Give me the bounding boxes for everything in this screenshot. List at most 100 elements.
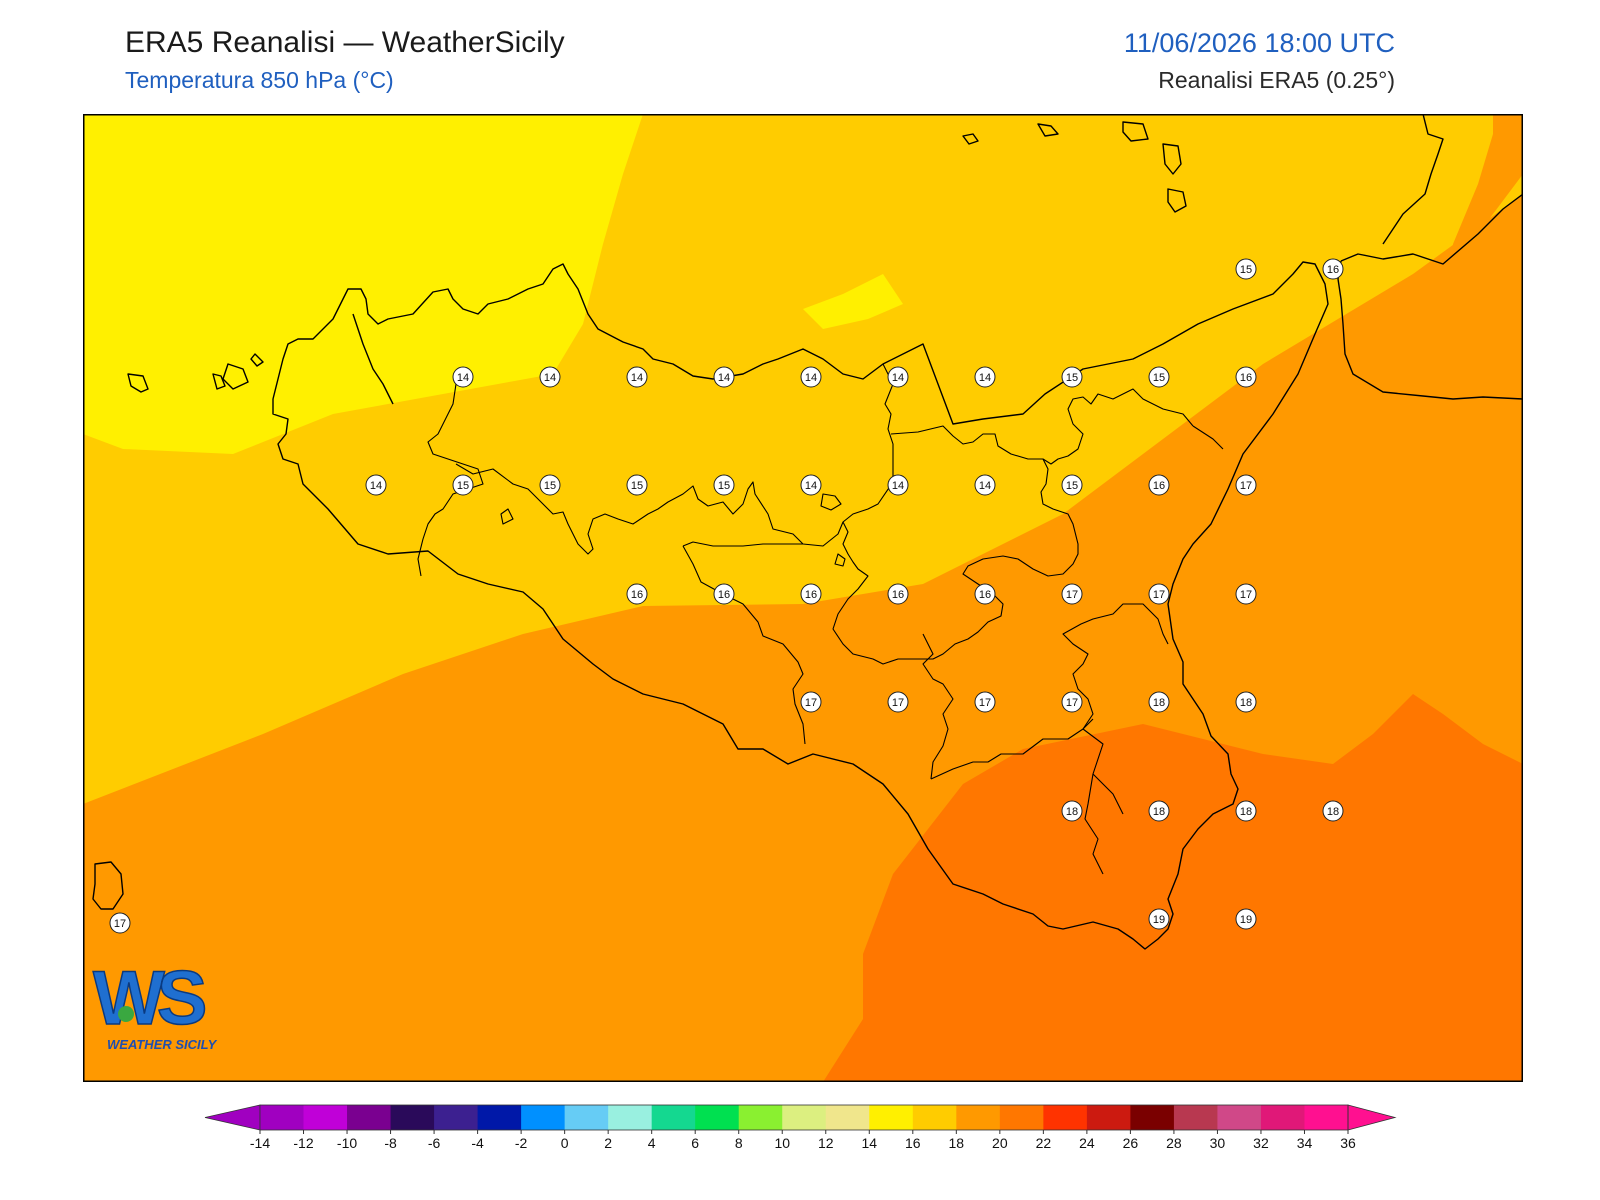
grid-point-circle [800,691,822,713]
grid-point-circle [1235,800,1257,822]
grid-point-circle [1235,258,1257,280]
colorbar-segment [303,1105,348,1130]
grid-point-marker: 18 [1061,800,1083,822]
grid-point-marker: 16 [1235,366,1257,388]
colorbar-segment [1086,1105,1131,1130]
grid-point-value: 14 [979,480,991,492]
grid-point-value: 16 [631,589,643,601]
colorbar-segment [999,1105,1044,1130]
grid-point-value: 17 [1240,589,1252,601]
grid-point-marker: 14 [452,366,474,388]
colorbar-segment [869,1105,914,1130]
grid-point-circle [1322,258,1344,280]
grid-point-marker: 17 [1061,583,1083,605]
colorbar-tick-label: 4 [648,1135,656,1151]
grid-point-marker: 18 [1235,691,1257,713]
grid-point-value: 16 [1153,480,1165,492]
temperature-colorbar: -14 -12 -10 -8 -6 -4 -2 0 2 4 6 8 10 12 14 16 18 20 22 24 26… [204,1104,1397,1151]
grid-point-circle [1148,691,1170,713]
grid-point-circle [626,583,648,605]
colorbar-frame [259,1104,1349,1131]
colorbar-tick-label: 36 [1340,1135,1356,1151]
temperature-fill [83,114,1523,1082]
grid-point-value: 15 [1066,372,1078,384]
grid-point-values: 14 14 14 14 14 14 14 15 15 16 14 15 15 15 15 14 14 14 15 16… [109,258,1344,934]
grid-point-circle [1061,366,1083,388]
colorbar-segment [912,1105,957,1130]
grid-point-marker: 16 [1322,258,1344,280]
colorbar-segment [260,1105,305,1130]
grid-point-marker: 17 [1061,691,1083,713]
grid-point-circle [887,691,909,713]
colorbar-segment [521,1105,566,1130]
grid-point-circle [1148,474,1170,496]
grid-point-value: 14 [718,372,730,384]
grid-point-value: 14 [805,372,817,384]
grid-point-circle [887,583,909,605]
grid-point-circle [1061,800,1083,822]
colorbar-tick-label: 18 [949,1135,965,1151]
colorbar-segment [825,1105,870,1130]
colorbar-extend-min [204,1104,261,1131]
grid-point-circle [109,912,131,934]
grid-point-marker: 15 [626,474,648,496]
colorbar-segment [477,1105,522,1130]
grid-point-value: 17 [114,918,126,930]
map-title: ERA5 Reanalisi — WeatherSicily [125,26,565,59]
colorbar-tick-label: 8 [735,1135,743,1151]
colorbar-segment [608,1105,653,1130]
grid-point-marker: 16 [974,583,996,605]
grid-point-circle [887,474,909,496]
grid-point-value: 15 [457,480,469,492]
grid-point-circle [1235,691,1257,713]
grid-point-circle [1235,474,1257,496]
colorbar-tick-label: -2 [515,1135,528,1151]
grid-point-value: 14 [544,372,556,384]
grid-point-circle [974,366,996,388]
colorbar-tick-label: -14 [250,1135,270,1151]
grid-point-marker: 17 [109,912,131,934]
logo-globe-icon [118,1006,134,1022]
colorbar-tick-label: 26 [1123,1135,1139,1151]
colorbar-segment [564,1105,609,1130]
grid-point-value: 16 [718,589,730,601]
map-frame [83,114,1523,1082]
grid-point-marker: 14 [626,366,648,388]
grid-point-circle [1235,366,1257,388]
grid-point-circle [365,474,387,496]
grid-point-value: 18 [1153,806,1165,818]
grid-point-marker: 14 [887,474,909,496]
grid-point-marker: 15 [452,474,474,496]
data-source: Reanalisi ERA5 (0.25°) [1158,67,1395,93]
grid-point-value: 15 [544,480,556,492]
colorbar-segment [1260,1105,1305,1130]
grid-point-value: 14 [457,372,469,384]
colorbar-tick-label: 22 [1036,1135,1052,1151]
grid-point-value: 16 [979,589,991,601]
grid-point-marker: 14 [713,366,735,388]
grid-point-marker: 14 [539,366,561,388]
colorbar-tick-label: 20 [992,1135,1008,1151]
colorbar-tick-label: 0 [561,1135,569,1151]
grid-point-marker: 15 [1061,474,1083,496]
grid-point-circle [1061,691,1083,713]
grid-point-marker: 16 [1148,474,1170,496]
grid-point-marker: 17 [974,691,996,713]
grid-point-circle [713,366,735,388]
grid-point-marker: 19 [1148,908,1170,930]
grid-point-marker: 16 [713,583,735,605]
weather-sicily-logo: WS WEATHER SICILY [92,955,217,1052]
grid-point-value: 18 [1240,806,1252,818]
grid-point-value: 15 [718,480,730,492]
grid-point-marker: 14 [800,474,822,496]
grid-point-value: 14 [370,480,382,492]
grid-point-value: 15 [631,480,643,492]
grid-point-circle [974,474,996,496]
grid-point-marker: 17 [1148,583,1170,605]
grid-point-marker: 18 [1235,800,1257,822]
colorbar-segment [651,1105,696,1130]
grid-point-circle [800,474,822,496]
grid-point-value: 14 [979,372,991,384]
grid-point-value: 16 [1327,264,1339,276]
colorbar-tick-label: -4 [471,1135,484,1151]
